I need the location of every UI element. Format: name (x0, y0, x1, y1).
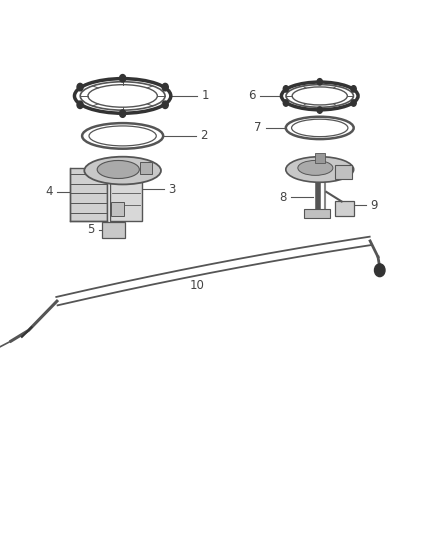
Circle shape (351, 86, 356, 92)
FancyBboxPatch shape (335, 201, 354, 216)
Circle shape (77, 83, 83, 91)
Circle shape (77, 101, 83, 109)
Circle shape (120, 75, 126, 82)
Bar (110, 173, 142, 221)
FancyBboxPatch shape (304, 209, 330, 218)
Circle shape (162, 83, 168, 91)
FancyBboxPatch shape (102, 222, 125, 238)
Circle shape (283, 86, 289, 92)
Circle shape (317, 107, 322, 114)
Ellipse shape (97, 160, 139, 179)
Circle shape (120, 110, 126, 117)
FancyBboxPatch shape (335, 165, 352, 179)
FancyBboxPatch shape (111, 202, 124, 216)
Bar (70, 168, 107, 221)
Text: 10: 10 (190, 279, 205, 292)
Text: 7: 7 (254, 122, 261, 134)
FancyBboxPatch shape (140, 162, 152, 174)
Text: 3: 3 (169, 183, 176, 196)
Circle shape (162, 101, 168, 109)
Text: 9: 9 (370, 199, 378, 212)
Ellipse shape (298, 160, 333, 175)
Text: 4: 4 (45, 185, 53, 198)
Circle shape (351, 100, 356, 106)
Text: 2: 2 (201, 130, 208, 142)
Ellipse shape (85, 157, 161, 184)
Circle shape (374, 264, 385, 277)
FancyBboxPatch shape (315, 153, 325, 163)
Text: 5: 5 (87, 223, 94, 236)
Text: 8: 8 (279, 191, 287, 204)
Text: 1: 1 (201, 90, 209, 102)
Circle shape (317, 78, 322, 85)
Ellipse shape (286, 157, 354, 182)
Text: 6: 6 (247, 90, 255, 102)
Circle shape (283, 100, 289, 106)
